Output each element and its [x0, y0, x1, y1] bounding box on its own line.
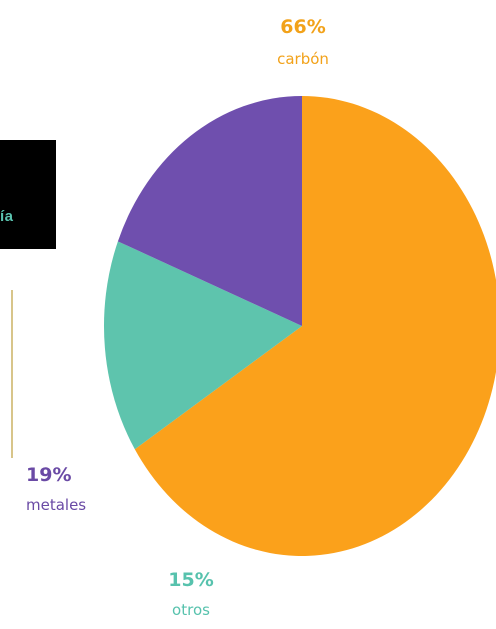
pie-slice-metales: [117, 95, 303, 326]
slice-name-label: metales: [26, 496, 86, 514]
slice-percent-label: 19%: [26, 464, 71, 486]
slice-name-label: otros: [172, 601, 210, 619]
pie-slice-carbón: [134, 96, 496, 556]
slice-percent-label: 66%: [280, 16, 325, 38]
divider-line: [11, 290, 13, 458]
black-panel: [0, 140, 56, 249]
slice-percent-label: 15%: [168, 569, 213, 591]
slice-name-label: carbón: [277, 50, 329, 68]
panel-label: ía: [0, 208, 14, 225]
pie-slice-otros: [103, 241, 302, 450]
